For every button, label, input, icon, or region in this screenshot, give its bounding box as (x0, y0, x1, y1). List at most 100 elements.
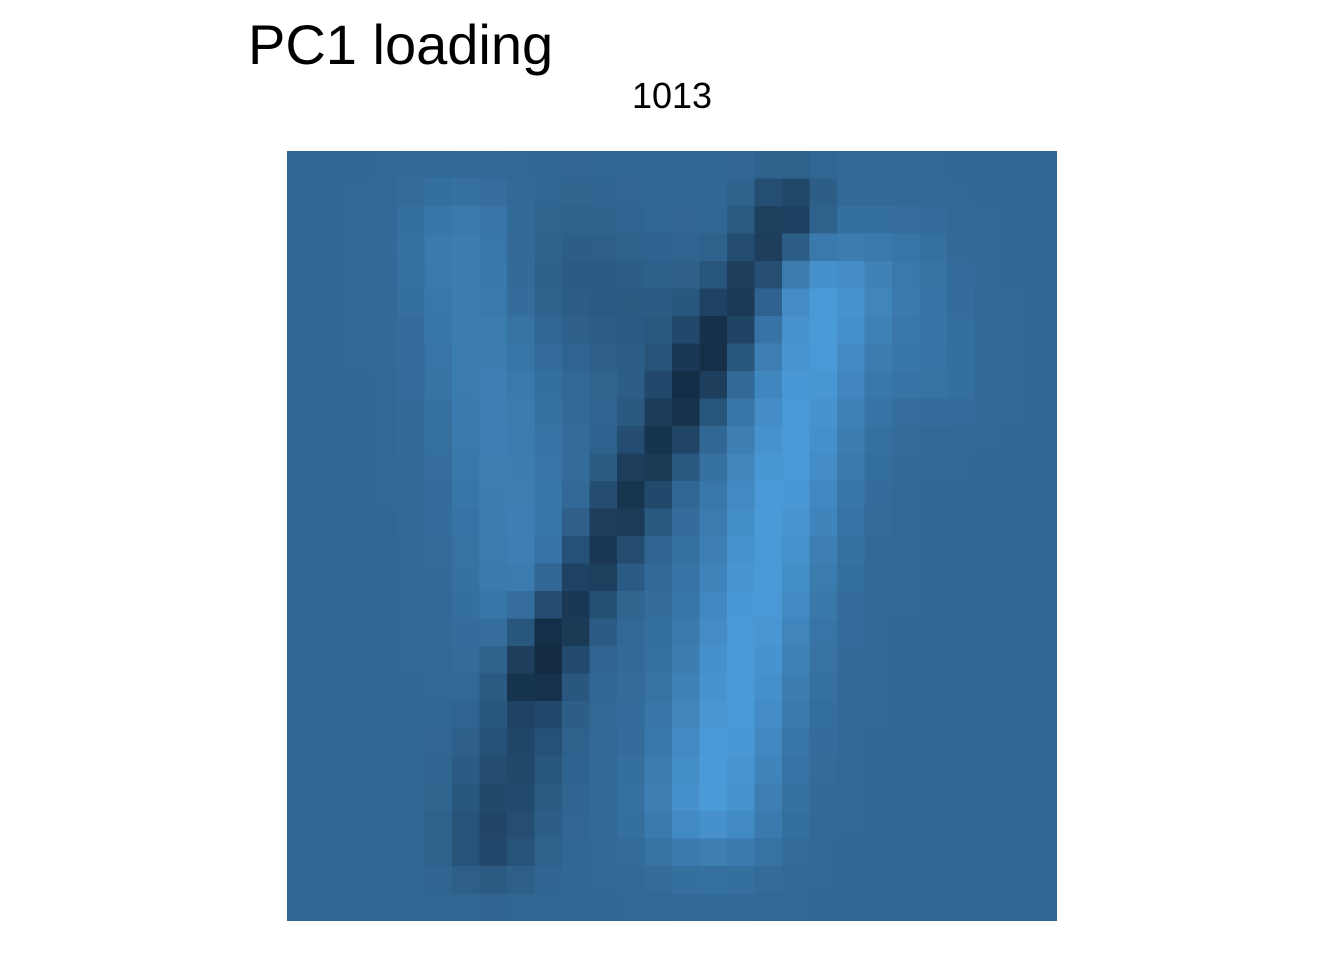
heatmap-cell (919, 316, 948, 345)
heatmap-cell (809, 783, 838, 812)
heatmap-cell (947, 151, 976, 180)
heatmap-cell (397, 783, 426, 812)
heatmap-cell (424, 673, 453, 702)
heatmap-cell (809, 618, 838, 647)
heatmap-cell (672, 783, 701, 812)
heatmap-cell (974, 151, 1003, 180)
heatmap-cell (864, 536, 893, 565)
heatmap-cell (919, 288, 948, 317)
heatmap-cell (974, 426, 1003, 455)
heatmap-cell (287, 508, 316, 537)
heatmap-cell (864, 673, 893, 702)
heatmap-cell (562, 701, 591, 730)
chart-title: PC1 loading (248, 13, 554, 76)
heatmap-cell (534, 591, 563, 620)
heatmap-cell (369, 756, 398, 785)
heatmap-cell (672, 728, 701, 757)
heatmap-cell (287, 673, 316, 702)
heatmap-cell (699, 371, 728, 400)
heatmap-cell (672, 151, 701, 180)
heatmap-cell (644, 618, 673, 647)
heatmap-cell (644, 426, 673, 455)
heatmap-cell (809, 563, 838, 592)
heatmap-cell (699, 536, 728, 565)
heatmap-cell (974, 728, 1003, 757)
heatmap-cell (424, 783, 453, 812)
heatmap-cell (589, 728, 618, 757)
heatmap-cell (534, 261, 563, 290)
heatmap-cell (644, 866, 673, 895)
heatmap-cell (727, 783, 756, 812)
heatmap-cell (452, 343, 481, 372)
heatmap-cell (507, 783, 536, 812)
heatmap-cell (672, 343, 701, 372)
heatmap-cell (342, 838, 371, 867)
heatmap-cell (837, 563, 866, 592)
heatmap-cell (397, 178, 426, 207)
heatmap-cell (672, 206, 701, 235)
heatmap-cell (754, 838, 783, 867)
heatmap-cell (782, 371, 811, 400)
heatmap-cell (947, 288, 976, 317)
heatmap-cell (974, 481, 1003, 510)
heatmap-cell (782, 316, 811, 345)
heatmap-cell (892, 316, 921, 345)
heatmap-cell (452, 233, 481, 262)
heatmap-cell (534, 728, 563, 757)
heatmap-cell (782, 151, 811, 180)
heatmap-cell (892, 866, 921, 895)
heatmap-cell (507, 866, 536, 895)
heatmap-cell (754, 288, 783, 317)
heatmap-cell (919, 206, 948, 235)
heatmap-cell (479, 646, 508, 675)
heatmap-cell (754, 233, 783, 262)
heatmap-cell (452, 426, 481, 455)
heatmap-cell (342, 343, 371, 372)
heatmap-cell (947, 646, 976, 675)
heatmap-cell (644, 646, 673, 675)
heatmap-cell (754, 866, 783, 895)
heatmap-cell (864, 261, 893, 290)
heatmap-cell (782, 756, 811, 785)
heatmap-cell (397, 316, 426, 345)
heatmap-cell (342, 508, 371, 537)
heatmap-cell (369, 893, 398, 921)
heatmap-cell (892, 811, 921, 840)
heatmap-cell (837, 618, 866, 647)
heatmap-cell (782, 261, 811, 290)
heatmap-cell (369, 206, 398, 235)
heatmap-cell (754, 591, 783, 620)
heatmap-cell (314, 206, 343, 235)
heatmap-cell (369, 783, 398, 812)
heatmap-cell (287, 343, 316, 372)
heatmap-cell (727, 233, 756, 262)
heatmap-cell (892, 481, 921, 510)
heatmap-cell (782, 866, 811, 895)
heatmap-cell (754, 701, 783, 730)
heatmap-cell (699, 261, 728, 290)
heatmap-cell (617, 426, 646, 455)
heatmap-cell (369, 646, 398, 675)
heatmap-cell (507, 618, 536, 647)
heatmap-cell (947, 618, 976, 647)
heatmap-cell (507, 371, 536, 400)
heatmap-cell (892, 673, 921, 702)
heatmap-cell (1029, 563, 1057, 592)
heatmap-cell (864, 481, 893, 510)
heatmap-cell (479, 288, 508, 317)
heatmap-cell (589, 398, 618, 427)
heatmap-cell (974, 508, 1003, 537)
heatmap-cell (424, 563, 453, 592)
heatmap-cell (672, 866, 701, 895)
heatmap-cell (974, 618, 1003, 647)
heatmap-cell (699, 563, 728, 592)
heatmap-cell (1029, 151, 1057, 180)
heatmap-cell (562, 453, 591, 482)
heatmap-cell (809, 453, 838, 482)
heatmap-cell (534, 453, 563, 482)
heatmap-cell (369, 591, 398, 620)
heatmap-cell (809, 673, 838, 702)
heatmap-cell (479, 151, 508, 180)
heatmap-cell (699, 893, 728, 921)
heatmap-cell (644, 508, 673, 537)
